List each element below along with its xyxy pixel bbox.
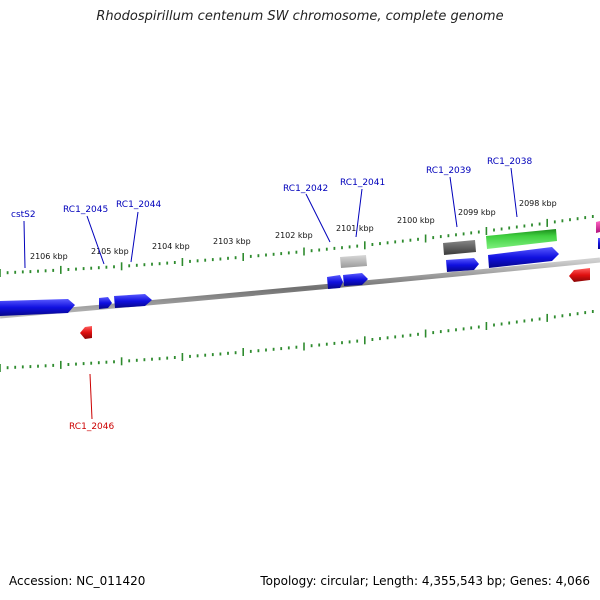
leader-line bbox=[305, 193, 331, 243]
gene-label-RC1_2046[interactable]: RC1_2046 bbox=[69, 422, 114, 432]
accession-text: Accession: NC_011420 bbox=[9, 574, 146, 588]
genome-summary-text: Topology: circular; Length: 4,355,543 bp… bbox=[260, 574, 590, 588]
leader-line bbox=[86, 215, 105, 265]
gene-feature-RC1_2038-rna[interactable] bbox=[486, 229, 557, 249]
tick-label: 2104 kbp bbox=[152, 242, 190, 251]
tick-label: 2099 kbp bbox=[458, 208, 496, 217]
gene-feature-right-reverse[interactable] bbox=[569, 268, 590, 282]
gene-feature-RC1_2044[interactable] bbox=[114, 294, 152, 308]
tick-track-lower bbox=[0, 310, 594, 372]
gene-feature-RC1_2041[interactable] bbox=[343, 273, 368, 286]
leader-line bbox=[355, 188, 363, 238]
gene-feature-RC1_2045[interactable] bbox=[99, 297, 112, 309]
gene-feature-RC1_2042[interactable] bbox=[327, 275, 343, 289]
tick-label: 2101 kbp bbox=[336, 224, 374, 233]
tick-label: 2102 kbp bbox=[275, 231, 313, 240]
gene-label-RC1_2045[interactable]: RC1_2045 bbox=[63, 205, 108, 215]
gene-label-cstS2[interactable]: cstS2 bbox=[11, 210, 36, 220]
leader-line bbox=[89, 373, 93, 420]
map-title: Rhodospirillum centenum SW chromosome, c… bbox=[96, 9, 504, 24]
tick-label: 2106 kbp bbox=[30, 252, 68, 261]
leader-line bbox=[510, 167, 518, 218]
leader-line bbox=[23, 220, 26, 269]
tick-label: 2098 kbp bbox=[519, 199, 557, 208]
gene-label-RC1_2044[interactable]: RC1_2044 bbox=[116, 200, 161, 210]
gene-label-RC1_2041[interactable]: RC1_2041 bbox=[340, 178, 385, 188]
chromosome-backbone bbox=[0, 257, 600, 319]
gene-feature-cstS2[interactable] bbox=[0, 299, 75, 316]
leader-line bbox=[130, 211, 139, 263]
gene-label-RC1_2042[interactable]: RC1_2042 bbox=[283, 184, 328, 194]
gene-feature-pseudogene[interactable] bbox=[340, 255, 367, 268]
gene-feature-RC1_2039-pseudo[interactable] bbox=[443, 240, 476, 255]
gene-feature-RC1_2046[interactable] bbox=[80, 326, 92, 339]
leader-line bbox=[449, 176, 458, 228]
gene-feature-right-misc[interactable] bbox=[596, 221, 600, 233]
tick-label: 2103 kbp bbox=[213, 237, 251, 246]
gene-label-RC1_2039[interactable]: RC1_2039 bbox=[426, 166, 471, 176]
tick-track-upper bbox=[0, 215, 594, 277]
tick-label: 2105 kbp bbox=[91, 247, 129, 256]
gene-label-RC1_2038[interactable]: RC1_2038 bbox=[487, 157, 532, 167]
label-leader-lines bbox=[23, 167, 518, 420]
tick-label: 2100 kbp bbox=[397, 216, 435, 225]
gene-feature-RC1_2038[interactable] bbox=[488, 247, 559, 268]
gene-feature-RC1_2039[interactable] bbox=[446, 258, 479, 272]
